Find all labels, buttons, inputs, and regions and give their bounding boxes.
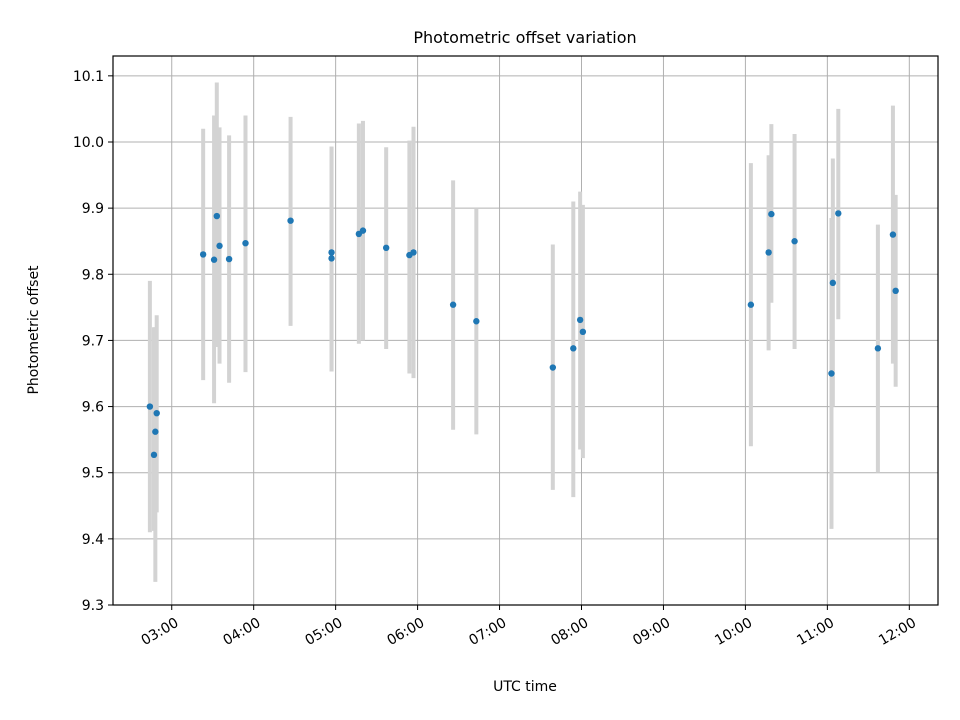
- grid: [113, 56, 938, 606]
- x-tick-label: 04:00: [221, 615, 264, 649]
- data-point: [549, 364, 557, 371]
- data-point: [225, 255, 233, 263]
- data-point: [210, 256, 218, 263]
- data-point: [150, 451, 158, 459]
- y-tick-label: 9.4: [82, 532, 104, 548]
- data-point: [892, 287, 899, 295]
- y-axis-label: Photometric offset: [26, 265, 42, 395]
- data-point: [216, 242, 223, 250]
- x-tick-label: 07:00: [466, 615, 509, 649]
- x-tick-label: 11:00: [794, 615, 837, 649]
- x-tick-label: 08:00: [548, 615, 591, 649]
- data-point: [874, 345, 882, 352]
- data-point: [889, 231, 897, 238]
- data-point: [579, 328, 587, 336]
- data-point: [287, 217, 294, 224]
- data-point: [791, 238, 798, 245]
- data-point: [570, 345, 577, 352]
- data-point: [765, 249, 772, 256]
- chart-title: Photometric offset variation: [413, 28, 636, 47]
- error-bars: [147, 82, 898, 582]
- y-ticks: 9.3 9.4 9.5 9.6 9.7 9.8 9.9 10.0 10.1: [73, 69, 113, 614]
- data-point: [199, 251, 207, 258]
- data-point: [382, 244, 390, 252]
- x-tick-label: 05:00: [302, 615, 345, 649]
- data-point: [359, 227, 367, 234]
- data-point: [328, 255, 335, 262]
- y-tick-label: 9.9: [82, 201, 104, 217]
- data-point: [747, 301, 755, 308]
- y-tick-label: 9.5: [82, 466, 104, 482]
- data-point: [449, 301, 457, 308]
- y-tick-label: 9.3: [82, 598, 104, 614]
- x-tick-label: 06:00: [384, 615, 427, 649]
- data-point: [152, 428, 159, 435]
- y-tick-label: 10.1: [73, 69, 104, 85]
- y-tick-label: 9.6: [82, 400, 104, 416]
- x-tick-label: 10:00: [712, 615, 755, 649]
- data-point: [828, 370, 835, 377]
- plot-frame: [112, 55, 939, 606]
- data-point: [835, 210, 842, 217]
- data-point: [146, 403, 154, 410]
- x-ticks: 03:00 04:00 05:00 06:00 07:00 08:00 09:00 10:00…: [139, 605, 919, 649]
- data-point: [410, 249, 417, 256]
- data-point: [768, 210, 775, 218]
- data-point: [473, 318, 480, 325]
- data-point: [153, 409, 160, 417]
- data-point: [213, 212, 221, 220]
- x-axis-label: UTC time: [493, 679, 557, 695]
- x-tick-label: 03:00: [139, 615, 182, 649]
- y-tick-label: 9.7: [82, 333, 104, 349]
- data-point: [242, 239, 249, 247]
- data-point: [576, 316, 584, 324]
- data-point: [328, 249, 335, 256]
- x-tick-label: 12:00: [876, 615, 919, 649]
- x-tick-label: 09:00: [630, 615, 673, 649]
- y-tick-label: 9.8: [82, 267, 104, 283]
- y-tick-label: 10.0: [73, 135, 104, 151]
- data-points: [146, 210, 899, 459]
- data-point: [829, 279, 837, 287]
